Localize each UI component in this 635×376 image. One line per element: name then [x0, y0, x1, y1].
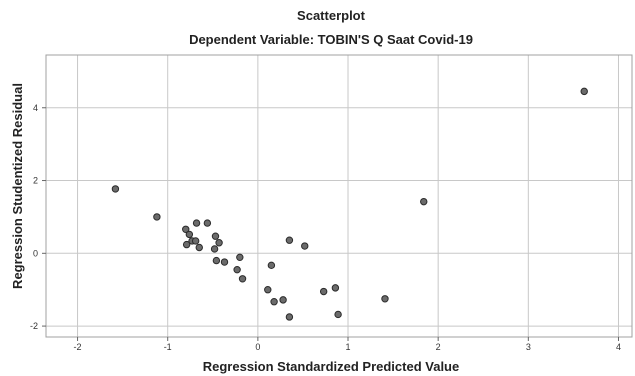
data-points [111, 87, 588, 321]
scatter-point [192, 219, 201, 227]
scatter-point [334, 310, 342, 319]
scatter-point [381, 295, 389, 303]
chart-subtitle: Dependent Variable: TOBIN'S Q Saat Covid… [189, 32, 473, 47]
scatter-point [285, 313, 294, 321]
scatter-point [191, 237, 200, 245]
scatter-point [331, 284, 340, 292]
scatter-point [182, 225, 190, 233]
scatter-point [236, 253, 244, 262]
scatter-point [185, 230, 194, 239]
scatter-point [301, 242, 309, 250]
scatter-point [238, 275, 247, 283]
y-tick-label: 2 [33, 176, 38, 186]
scatter-point [211, 232, 220, 240]
x-tick-label: 1 [346, 342, 351, 352]
scatter-point [580, 87, 588, 96]
scatter-point [220, 258, 229, 266]
scatter-point [420, 197, 428, 206]
scatter-point [210, 245, 219, 253]
y-tick-label: 4 [33, 103, 38, 113]
grid-lines [46, 55, 632, 337]
scatter-point [182, 240, 191, 249]
x-tick-label: 2 [436, 342, 441, 352]
x-tick-label: -1 [164, 342, 172, 352]
scatter-point [319, 287, 328, 296]
y-tick-label: -2 [30, 321, 38, 331]
scatter-point [233, 265, 241, 274]
chart-title: Scatterplot [297, 8, 366, 23]
x-tick-label: 0 [255, 342, 260, 352]
x-tick-label: 3 [526, 342, 531, 352]
x-axis-label: Regression Standardized Predicted Value [203, 359, 459, 374]
scatter-point [215, 239, 223, 247]
scatter-point [203, 219, 212, 227]
x-tick-label: 4 [616, 342, 621, 352]
scatter-point [195, 243, 203, 252]
scatter-point [279, 296, 287, 304]
scatter-point [264, 285, 272, 294]
scatter-point [111, 185, 120, 193]
y-tick-label: 0 [33, 248, 38, 258]
scatter-point [212, 256, 221, 265]
scatter-point [267, 261, 276, 270]
axis-ticks: -2 -1 0 1 2 3 4 -2 0 2 4 [30, 103, 621, 352]
scatter-point [153, 213, 161, 221]
scatter-point [270, 298, 278, 306]
y-axis-label: Regression Studentized Residual [10, 83, 25, 289]
x-tick-label: -2 [74, 342, 82, 352]
scatter-point [285, 236, 294, 244]
plot-area-frame [45, 54, 633, 338]
